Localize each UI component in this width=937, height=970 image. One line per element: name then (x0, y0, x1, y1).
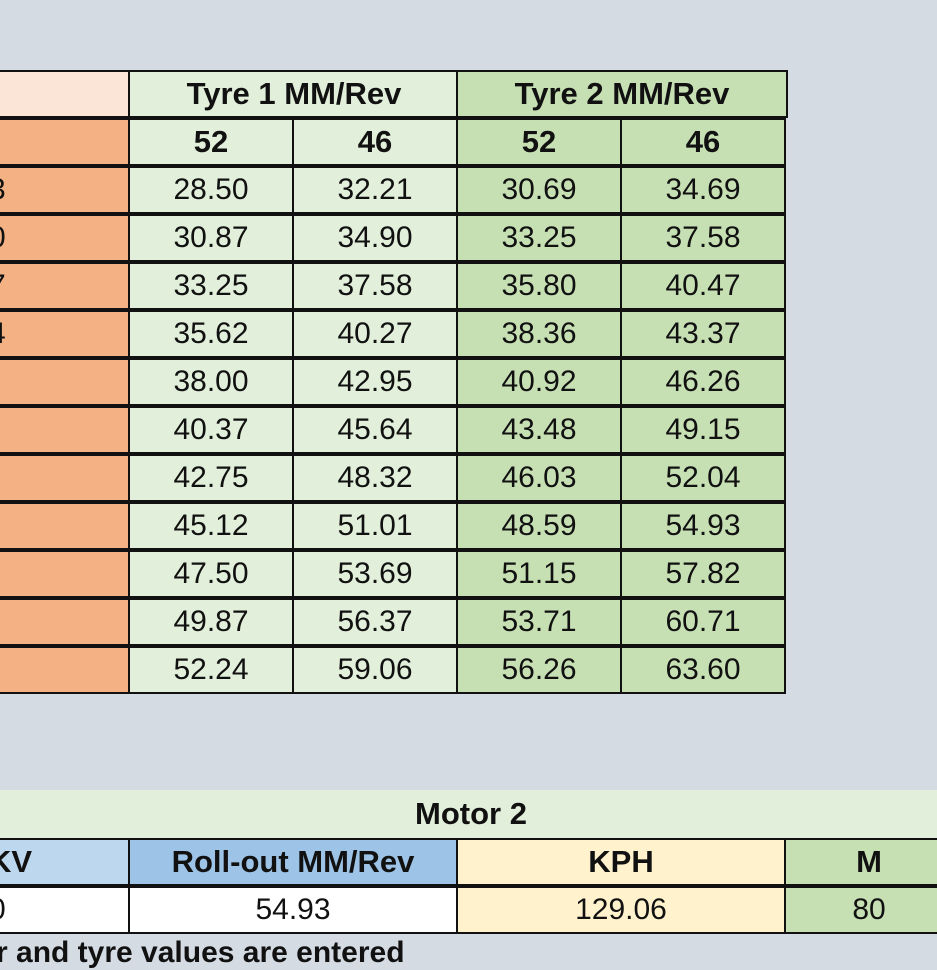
data-cell: 51.15 (456, 550, 622, 598)
data-cell: 40.37 (128, 406, 294, 454)
data-cell: 28.50 (128, 166, 294, 214)
motor-value: 54.93 (128, 886, 458, 934)
left-cell (0, 598, 130, 646)
left-cell (0, 550, 130, 598)
data-cell: 47.50 (128, 550, 294, 598)
data-cell: 33.25 (456, 214, 622, 262)
sub-header: 52 (128, 118, 294, 166)
motor-header: KV (0, 838, 130, 886)
data-cell: 60.71 (620, 598, 786, 646)
cell-text: 4 (0, 312, 6, 356)
data-cell: 43.48 (456, 406, 622, 454)
cell-text: KV (0, 844, 33, 879)
sub-header: 46 (620, 118, 786, 166)
motor-header: Roll-out MM/Rev (128, 838, 458, 886)
data-cell: 40.92 (456, 358, 622, 406)
data-cell: 40.47 (620, 262, 786, 310)
data-cell: 53.71 (456, 598, 622, 646)
left-cell (0, 454, 130, 502)
left-cell (0, 358, 130, 406)
data-cell: 56.26 (456, 646, 622, 694)
motor-value: 129.06 (456, 886, 786, 934)
cell-text: 7 (0, 264, 6, 308)
data-cell: 45.12 (128, 502, 294, 550)
data-cell: 32.21 (292, 166, 458, 214)
data-cell: 35.80 (456, 262, 622, 310)
data-cell: 54.93 (620, 502, 786, 550)
left-cell (0, 646, 130, 694)
data-cell: 63.60 (620, 646, 786, 694)
data-cell: 49.15 (620, 406, 786, 454)
motor-title: Motor 2 (0, 790, 937, 838)
data-cell: 34.90 (292, 214, 458, 262)
motor-value: 0 (0, 886, 130, 934)
cell-text: 0 (0, 888, 6, 932)
data-cell: 40.27 (292, 310, 458, 358)
data-cell: 52.24 (128, 646, 294, 694)
data-cell: 51.01 (292, 502, 458, 550)
data-cell: 53.69 (292, 550, 458, 598)
data-cell: 33.25 (128, 262, 294, 310)
note: r and tyre values are entered (0, 936, 405, 969)
data-cell: 30.87 (128, 214, 294, 262)
data-cell: 59.06 (292, 646, 458, 694)
motor-value: 80 (784, 886, 937, 934)
data-cell: 35.62 (128, 310, 294, 358)
data-cell: 38.00 (128, 358, 294, 406)
data-cell: 48.32 (292, 454, 458, 502)
sub-header: 52 (456, 118, 622, 166)
data-cell: 46.26 (620, 358, 786, 406)
group-header: Tyre 1 MM/Rev (128, 70, 460, 118)
data-cell: 46.03 (456, 454, 622, 502)
data-cell: 57.82 (620, 550, 786, 598)
motor-header: M (784, 838, 937, 886)
group-header: Tyre 2 MM/Rev (456, 70, 788, 118)
data-cell: 45.64 (292, 406, 458, 454)
left-cell (0, 406, 130, 454)
data-cell: 37.58 (620, 214, 786, 262)
data-cell: 30.69 (456, 166, 622, 214)
left-header (0, 70, 130, 118)
data-cell: 49.87 (128, 598, 294, 646)
sub-header: 46 (292, 118, 458, 166)
left-cell (0, 502, 130, 550)
data-cell: 37.58 (292, 262, 458, 310)
data-cell: 42.95 (292, 358, 458, 406)
data-cell: 48.59 (456, 502, 622, 550)
left-cell: 4 (0, 310, 130, 358)
data-cell: 56.37 (292, 598, 458, 646)
data-cell: 52.04 (620, 454, 786, 502)
left-cell: 0 (0, 214, 130, 262)
data-cell: 43.37 (620, 310, 786, 358)
cell-text: 3 (0, 168, 6, 212)
left-header (0, 118, 130, 166)
data-cell: 42.75 (128, 454, 294, 502)
left-cell: 3 (0, 166, 130, 214)
data-cell: 38.36 (456, 310, 622, 358)
cell-text: 0 (0, 216, 6, 260)
data-cell: 34.69 (620, 166, 786, 214)
left-cell: 7 (0, 262, 130, 310)
motor-header: KPH (456, 838, 786, 886)
